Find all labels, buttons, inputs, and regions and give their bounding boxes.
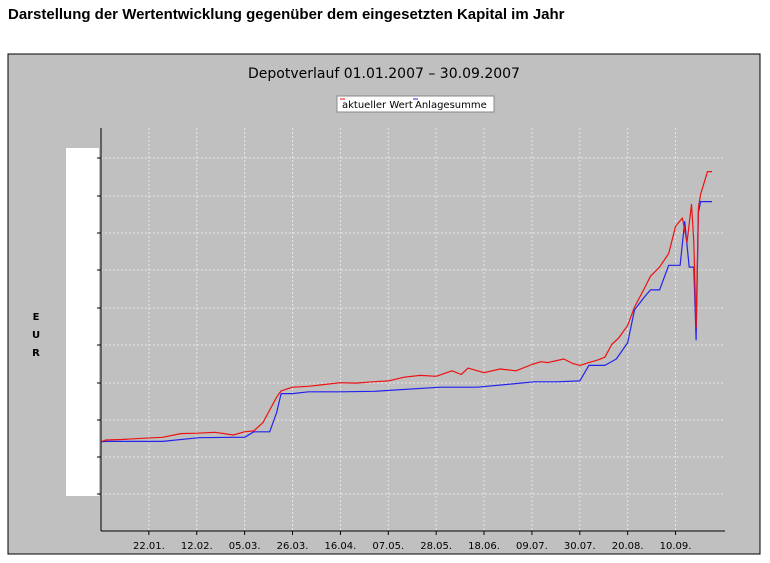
- x-tick-label: 12.02.: [181, 541, 213, 552]
- chart-frame: [7, 53, 761, 555]
- x-tick-label: 05.03.: [229, 541, 261, 552]
- grid: [101, 128, 725, 531]
- legend-label-anlagesumme: Anlagesumme: [415, 100, 487, 111]
- chart-legend: aktueller Wert Anlagesumme: [336, 95, 495, 113]
- x-tick-label: 10.09.: [660, 541, 692, 552]
- series-line-anlagesumme: [100, 201, 712, 443]
- x-tick-label: 20.08.: [612, 541, 644, 552]
- series: [100, 171, 712, 443]
- x-tick-label: 07.05.: [372, 541, 404, 552]
- x-tick-label: 28.05.: [420, 541, 452, 552]
- legend-box: [336, 95, 495, 113]
- y-axis-mask: [66, 148, 99, 496]
- y-axis-label: E U R: [32, 312, 40, 359]
- x-tick-label: 09.07.: [516, 541, 548, 552]
- series-line-aktueller-wert: [100, 171, 712, 443]
- y-axis-label-char-r: R: [32, 348, 40, 359]
- x-tick-label: 22.01.: [133, 541, 165, 552]
- x-tick-label: 16.04.: [324, 541, 356, 552]
- y-axis-label-char-e: E: [33, 312, 40, 323]
- legend-label-aktueller-wert: aktueller Wert: [342, 100, 413, 111]
- page-heading: Darstellung der Wertentwicklung gegenübe…: [8, 6, 565, 23]
- x-ticks: 22.01. 12.02. 05.03. 26.03. 16.04. 07.05. 28.0…: [97, 157, 692, 552]
- chart-title: Depotverlauf 01.01.2007 – 30.09.2007: [248, 66, 520, 82]
- axes: [100, 128, 725, 532]
- x-tick-label: 30.07.: [564, 541, 596, 552]
- x-tick-label: 18.06.: [468, 541, 500, 552]
- x-tick-label: 26.03.: [277, 541, 309, 552]
- y-axis-label-char-u: U: [32, 330, 40, 341]
